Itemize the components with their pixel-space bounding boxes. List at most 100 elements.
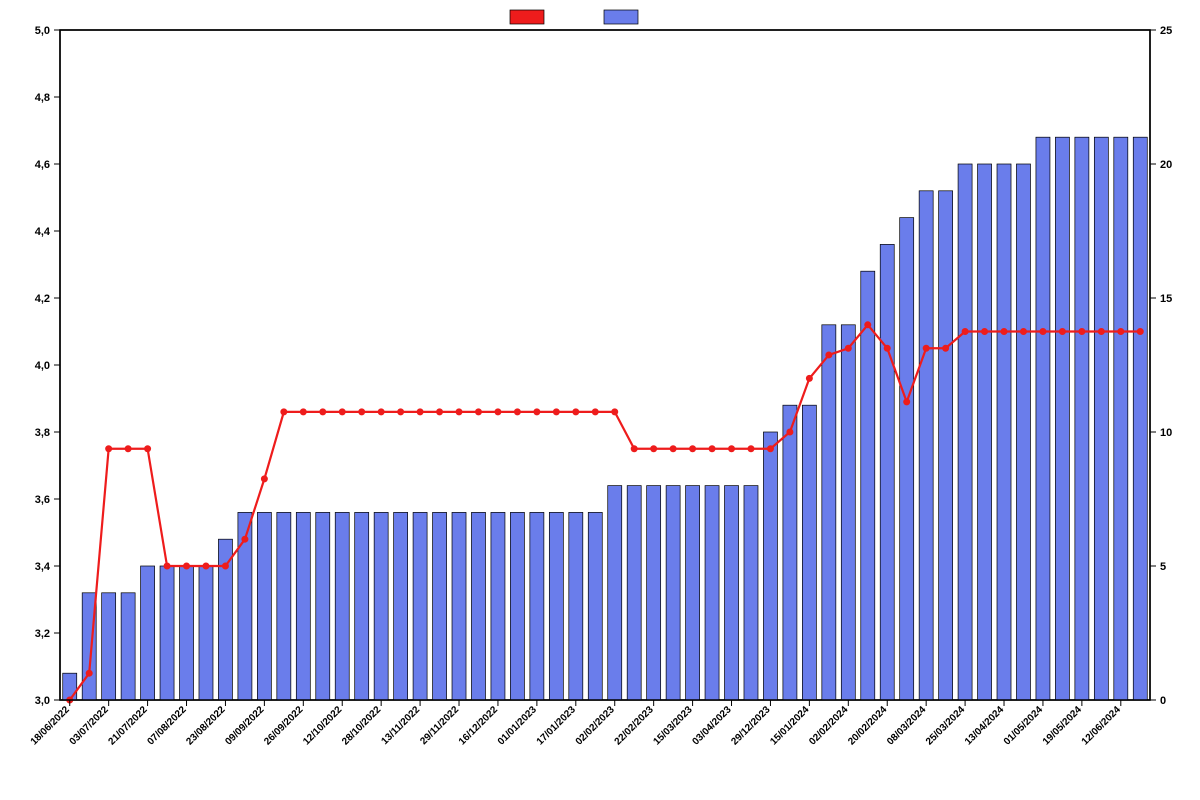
y-right-tick-label: 5 xyxy=(1160,561,1166,573)
line-marker xyxy=(280,408,287,415)
y-left-tick-label: 4,4 xyxy=(35,226,51,238)
line-marker xyxy=(709,445,716,452)
line-marker xyxy=(514,408,521,415)
line-marker xyxy=(806,375,813,382)
bar xyxy=(1036,137,1050,700)
line-marker xyxy=(241,536,248,543)
bar xyxy=(822,325,836,700)
bar xyxy=(997,164,1011,700)
bar xyxy=(471,512,485,700)
bar xyxy=(978,164,992,700)
line-marker xyxy=(786,429,793,436)
bar xyxy=(199,566,213,700)
line-marker xyxy=(144,445,151,452)
y-left-tick-label: 3,8 xyxy=(35,427,50,439)
line-marker xyxy=(319,408,326,415)
bar xyxy=(841,325,855,700)
line-marker xyxy=(981,328,988,335)
line-marker xyxy=(825,351,832,358)
bar xyxy=(744,486,758,700)
line-marker xyxy=(1059,328,1066,335)
bar xyxy=(1114,137,1128,700)
line-marker xyxy=(1078,328,1085,335)
y-left-tick-label: 4,8 xyxy=(35,92,50,104)
line-marker xyxy=(747,445,754,452)
bar xyxy=(102,593,116,700)
line-marker xyxy=(86,670,93,677)
bar xyxy=(1094,137,1108,700)
bar xyxy=(491,512,505,700)
line-marker xyxy=(611,408,618,415)
line-marker xyxy=(923,345,930,352)
bar xyxy=(63,673,77,700)
y-right-tick-label: 0 xyxy=(1160,695,1166,707)
y-left-tick-label: 4,2 xyxy=(35,293,50,305)
bar xyxy=(277,512,291,700)
bar xyxy=(725,486,739,700)
line-marker xyxy=(942,345,949,352)
bar xyxy=(160,566,174,700)
y-left-tick-label: 3,0 xyxy=(35,695,50,707)
bar xyxy=(394,512,408,700)
bar xyxy=(627,486,641,700)
bar xyxy=(783,405,797,700)
line-marker xyxy=(1001,328,1008,335)
bar xyxy=(569,512,583,700)
bar xyxy=(335,512,349,700)
line-marker xyxy=(845,345,852,352)
bar xyxy=(958,164,972,700)
bar xyxy=(1075,137,1089,700)
line-marker xyxy=(378,408,385,415)
line-marker xyxy=(456,408,463,415)
bar xyxy=(939,191,953,700)
bar xyxy=(549,512,563,700)
bar xyxy=(530,512,544,700)
line-marker xyxy=(358,408,365,415)
bar xyxy=(316,512,330,700)
line-marker xyxy=(1098,328,1105,335)
bar xyxy=(1055,137,1069,700)
line-marker xyxy=(1117,328,1124,335)
line-marker xyxy=(884,345,891,352)
bar xyxy=(608,486,622,700)
line-marker xyxy=(553,408,560,415)
bar xyxy=(705,486,719,700)
line-marker xyxy=(202,563,209,570)
bar xyxy=(180,566,194,700)
bar xyxy=(763,432,777,700)
bar xyxy=(257,512,271,700)
line-marker xyxy=(222,563,229,570)
y-left-tick-label: 4,6 xyxy=(35,159,50,171)
bar xyxy=(141,566,155,700)
legend-swatch-line xyxy=(510,10,544,24)
line-marker xyxy=(339,408,346,415)
bar xyxy=(666,486,680,700)
line-marker xyxy=(417,408,424,415)
line-marker xyxy=(475,408,482,415)
line-marker xyxy=(533,408,540,415)
y-right-tick-label: 25 xyxy=(1160,25,1172,37)
bar xyxy=(880,244,894,700)
y-left-tick-label: 3,2 xyxy=(35,628,50,640)
bar xyxy=(510,512,524,700)
line-marker xyxy=(962,328,969,335)
bar xyxy=(900,218,914,700)
line-marker xyxy=(903,398,910,405)
y-left-tick-label: 5,0 xyxy=(35,25,50,37)
bar xyxy=(1133,137,1147,700)
bar xyxy=(121,593,135,700)
line-marker xyxy=(728,445,735,452)
bar xyxy=(861,271,875,700)
y-left-tick-label: 3,6 xyxy=(35,494,50,506)
bar xyxy=(588,512,602,700)
bar xyxy=(686,486,700,700)
bar xyxy=(355,512,369,700)
line-marker xyxy=(572,408,579,415)
bar xyxy=(452,512,466,700)
bar xyxy=(374,512,388,700)
line-marker xyxy=(670,445,677,452)
y-right-tick-label: 15 xyxy=(1160,293,1172,305)
line-marker xyxy=(864,321,871,328)
bar xyxy=(413,512,427,700)
chart-svg: 3,03,23,43,63,84,04,24,44,64,85,00510152… xyxy=(0,0,1200,800)
